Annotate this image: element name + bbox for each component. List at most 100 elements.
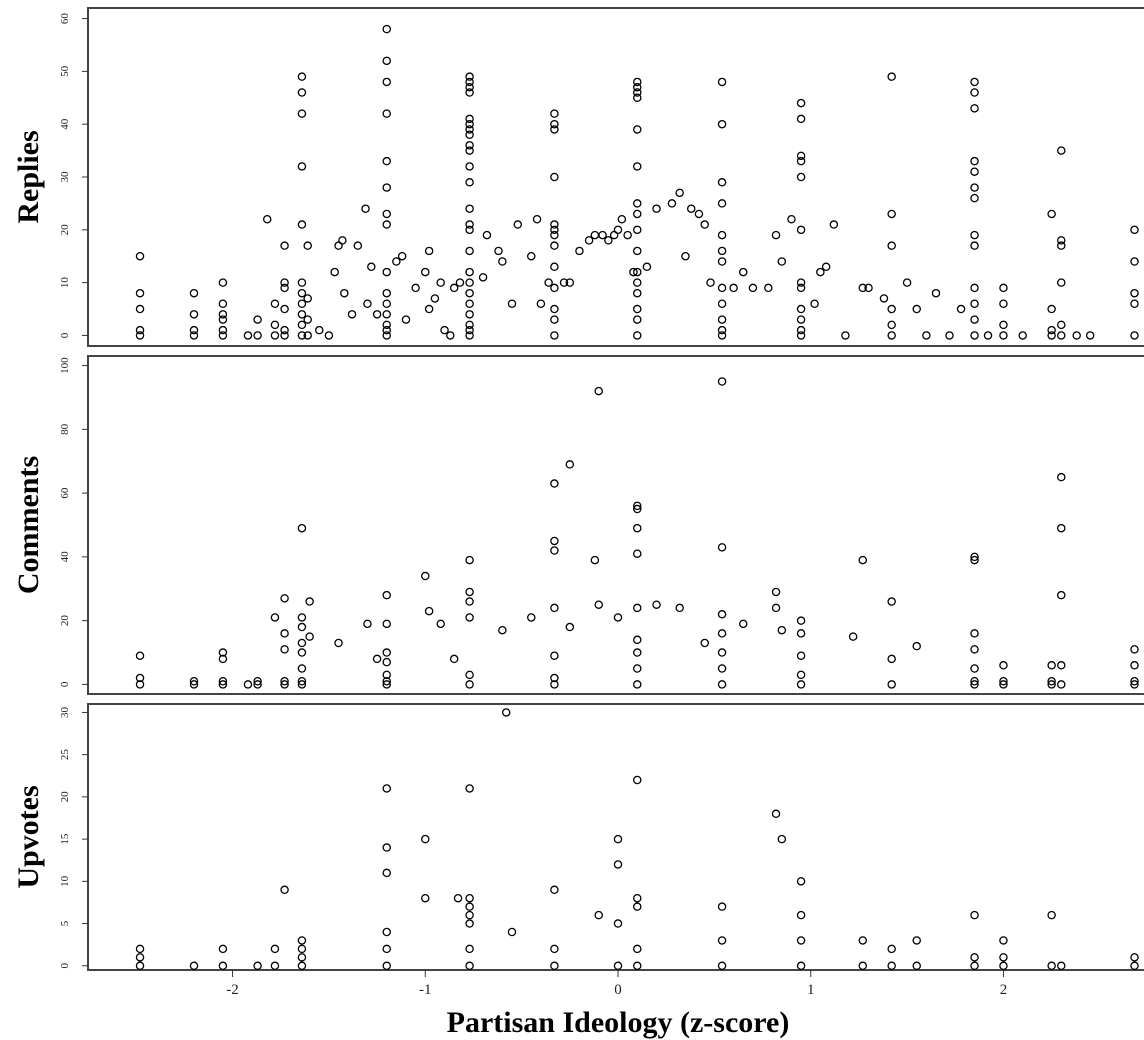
- comments-point: [280, 629, 289, 638]
- replies-point: [303, 294, 312, 303]
- replies-point: [717, 315, 727, 324]
- replies-point: [280, 325, 289, 335]
- x-tick-label: -1: [419, 982, 432, 998]
- replies-point: [633, 246, 642, 256]
- replies-point: [717, 257, 727, 266]
- comments-point: [550, 546, 559, 555]
- replies-point: [280, 304, 289, 314]
- replies-point: [189, 331, 199, 340]
- replies-point: [482, 230, 492, 240]
- replies-point: [465, 288, 474, 298]
- comments-point: [771, 587, 781, 597]
- comments-point: [297, 676, 307, 686]
- replies-point: [243, 331, 253, 340]
- comments-point: [633, 680, 642, 689]
- upvotes-point: [382, 961, 391, 971]
- x-tick-label: 2: [1000, 982, 1008, 998]
- replies-point: [465, 88, 474, 97]
- replies-point: [280, 241, 289, 250]
- replies-point: [465, 220, 474, 229]
- upvotes-point: [453, 893, 463, 903]
- comments-point: [633, 648, 642, 657]
- replies-point: [1047, 209, 1056, 219]
- replies-point: [218, 310, 228, 319]
- comments-point: [970, 645, 979, 654]
- replies-point: [887, 241, 896, 250]
- upvotes-y-tick-label: 5: [59, 920, 71, 926]
- upvotes-point: [382, 944, 391, 954]
- upvotes-point: [633, 893, 642, 903]
- upvotes-point: [280, 885, 289, 895]
- upvotes-point: [465, 961, 474, 971]
- replies-point: [465, 225, 474, 235]
- upvotes-point: [858, 961, 868, 971]
- replies-point: [465, 331, 474, 340]
- comments-point: [594, 386, 603, 396]
- replies-points: [135, 24, 1139, 340]
- replies-point: [507, 299, 517, 308]
- replies-point: [465, 146, 474, 155]
- replies-point: [931, 288, 941, 298]
- replies-point: [430, 294, 440, 303]
- replies-point: [970, 315, 979, 324]
- upvotes-point: [1130, 953, 1139, 962]
- replies-point: [970, 104, 979, 113]
- replies-point: [1130, 225, 1139, 235]
- comments-point: [297, 680, 307, 689]
- replies-point: [135, 325, 145, 335]
- comments-point: [218, 680, 228, 689]
- replies-point: [1057, 146, 1066, 155]
- upvotes-point: [613, 919, 623, 928]
- replies-point: [796, 315, 806, 324]
- comments-point: [253, 680, 262, 689]
- replies-point: [424, 304, 434, 314]
- replies-point: [297, 88, 307, 97]
- upvotes-point: [858, 936, 868, 945]
- replies-point: [550, 220, 559, 229]
- upvotes-point: [796, 936, 806, 945]
- replies-point: [1047, 325, 1056, 335]
- replies-point: [841, 331, 850, 340]
- upvotes-point: [135, 953, 145, 962]
- replies-point: [465, 299, 474, 308]
- comments-point: [135, 673, 145, 683]
- replies-y-tick-label: 0: [59, 332, 71, 338]
- replies-point: [598, 230, 607, 240]
- replies-point: [629, 267, 638, 277]
- comments-point: [613, 613, 623, 622]
- replies-y-tick-label: 50: [59, 65, 71, 77]
- comments-point: [218, 648, 228, 657]
- comments-point: [717, 543, 727, 552]
- replies-point: [590, 230, 600, 240]
- replies-point: [297, 320, 307, 330]
- comments-y-tick-label: 80: [59, 423, 71, 435]
- comments-point: [970, 555, 979, 565]
- replies-point: [787, 214, 796, 224]
- replies-point: [550, 119, 559, 129]
- replies-point: [382, 156, 391, 166]
- replies-point: [1072, 331, 1081, 340]
- comments-point: [382, 657, 391, 667]
- comments-point: [771, 603, 781, 613]
- comments-y-tick-label: 20: [59, 615, 71, 627]
- replies-point: [706, 278, 715, 287]
- comments-y-tick-label: 60: [59, 487, 71, 499]
- upvotes-point: [1047, 910, 1056, 920]
- upvotes-point: [796, 877, 806, 886]
- replies-point: [777, 257, 787, 266]
- comments-point: [382, 648, 391, 657]
- comments-point: [1130, 680, 1139, 689]
- replies-y-ticks: 0 10 20 30 40 50 60: [59, 13, 88, 338]
- upvotes-point: [717, 936, 727, 945]
- upvotes-point: [613, 961, 623, 971]
- comments-point: [372, 654, 382, 664]
- replies-point: [565, 278, 575, 287]
- replies-point: [1130, 288, 1139, 298]
- replies-point: [796, 98, 806, 108]
- replies-point: [446, 331, 455, 340]
- upvotes-point: [270, 961, 280, 971]
- upvotes-point: [501, 708, 511, 717]
- replies-point: [465, 119, 474, 129]
- replies-point: [382, 325, 391, 335]
- replies-point: [218, 331, 228, 340]
